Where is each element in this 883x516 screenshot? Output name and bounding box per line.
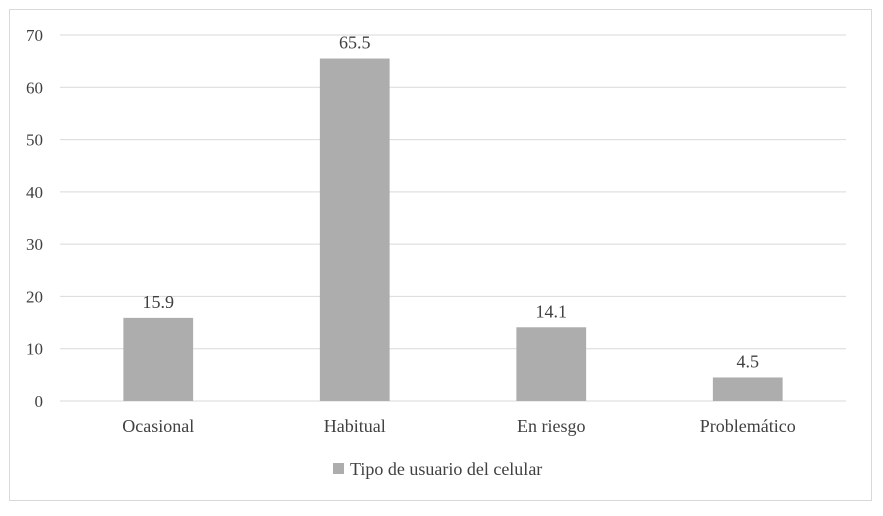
category-label: Ocasional xyxy=(122,416,194,436)
category-label: Problemático xyxy=(700,416,796,436)
category-label: En riesgo xyxy=(517,416,585,436)
y-tick-label: 0 xyxy=(35,392,44,411)
bars xyxy=(123,58,783,402)
data-labels: 15.9 65.5 14.1 4.5 xyxy=(143,33,760,372)
y-tick-label: 40 xyxy=(26,183,43,202)
legend: Tipo de usuario del celular xyxy=(333,459,542,479)
y-tick-label: 60 xyxy=(26,78,43,97)
y-axis-ticks: 0 10 20 30 40 50 60 70 xyxy=(26,26,43,411)
bar-3 xyxy=(712,377,783,401)
y-tick-label: 70 xyxy=(26,26,43,45)
data-label: 14.1 xyxy=(536,301,568,321)
chart-frame xyxy=(9,9,872,501)
y-tick-label: 30 xyxy=(26,235,43,254)
legend-swatch xyxy=(333,463,344,474)
bar-0 xyxy=(123,317,194,401)
y-tick-label: 50 xyxy=(26,131,43,150)
data-label: 15.9 xyxy=(143,292,175,312)
bar-1 xyxy=(319,58,390,402)
bar-2 xyxy=(516,327,587,401)
data-label: 4.5 xyxy=(737,351,760,371)
y-tick-label: 10 xyxy=(26,340,43,359)
category-labels: Ocasional Habitual En riesgo Problemático xyxy=(122,416,795,436)
category-label: Habitual xyxy=(324,416,386,436)
data-label: 65.5 xyxy=(339,33,371,53)
y-tick-label: 20 xyxy=(26,287,43,306)
legend-label: Tipo de usuario del celular xyxy=(350,459,542,479)
